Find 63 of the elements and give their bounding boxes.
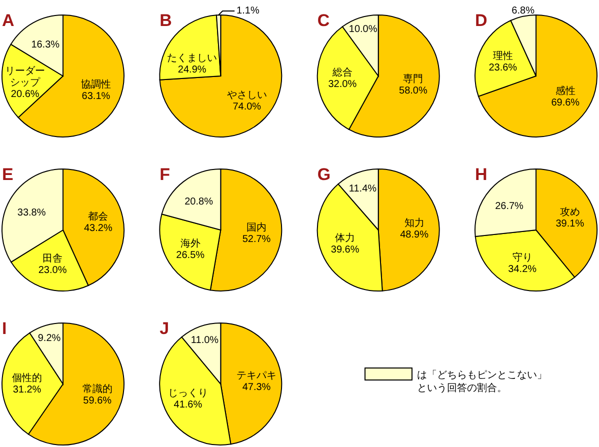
data-label: 20.8% bbox=[184, 196, 214, 207]
slice-label: 海外 bbox=[180, 237, 200, 250]
slice-label: 専門 bbox=[403, 72, 424, 85]
chart-title: G bbox=[317, 165, 331, 184]
data-label: 26.7% bbox=[495, 200, 524, 212]
slice-label: たくましい bbox=[167, 52, 218, 64]
chart-title: F bbox=[160, 165, 170, 184]
data-label: 26.5% bbox=[176, 250, 205, 261]
data-label: 9.2% bbox=[38, 332, 61, 344]
slice-label: テキパキ bbox=[236, 370, 277, 381]
slice-label: 国内 bbox=[246, 220, 267, 233]
data-label: 52.7% bbox=[242, 233, 271, 244]
slice-label: 個性的 bbox=[12, 371, 42, 384]
pie-slice bbox=[478, 14, 598, 138]
data-label: 31.2% bbox=[12, 384, 42, 395]
slice-label: 理性 bbox=[492, 50, 513, 62]
data-label: 34.2% bbox=[508, 264, 537, 275]
data-label: 11.0% bbox=[190, 334, 219, 346]
data-label: 47.3% bbox=[242, 381, 271, 392]
data-label: 48.9% bbox=[400, 229, 429, 240]
slice-label: 体力 bbox=[335, 231, 356, 244]
chart-title: J bbox=[160, 319, 170, 338]
data-label: 16.3% bbox=[31, 39, 60, 50]
slice-label: やさしい bbox=[226, 89, 267, 100]
chart-title: E bbox=[2, 165, 14, 184]
data-label: 43.2% bbox=[84, 222, 112, 234]
slice-label: 都会 bbox=[88, 210, 108, 222]
chart-title: B bbox=[160, 11, 172, 30]
data-label: 63.1% bbox=[82, 90, 110, 102]
data-label: 20.6% bbox=[10, 88, 40, 100]
slice-label: 攻め bbox=[560, 206, 580, 218]
slice-label: 総合 bbox=[331, 66, 352, 78]
data-label: 6.8% bbox=[512, 5, 535, 16]
data-label: 39.6% bbox=[330, 244, 360, 255]
slice-label: 常識的 bbox=[82, 382, 112, 394]
data-label: 24.9% bbox=[178, 64, 206, 75]
data-label: 59.6% bbox=[83, 394, 112, 406]
pie-slice bbox=[159, 14, 282, 138]
chart-title: H bbox=[475, 165, 488, 184]
chart-title: A bbox=[2, 11, 14, 30]
chart-title: D bbox=[475, 11, 488, 30]
data-label: 58.0% bbox=[399, 85, 428, 96]
chart-title: I bbox=[2, 319, 7, 338]
data-label: 23.0% bbox=[38, 264, 67, 276]
data-label: 41.6% bbox=[174, 399, 202, 410]
text: は「どちらもピンとこない」という回答の割合。 bbox=[417, 369, 547, 394]
slice-label: 知力 bbox=[404, 216, 424, 229]
data-label: 23.6% bbox=[488, 62, 518, 74]
slice-label: 守り bbox=[512, 251, 532, 264]
data-label: 10.0% bbox=[348, 24, 378, 35]
data-label: 1.1% bbox=[236, 6, 260, 17]
slice-label: 協調性 bbox=[80, 78, 111, 90]
slice-label: 田舎 bbox=[42, 252, 63, 264]
data-label: 39.1% bbox=[556, 218, 584, 230]
data-label: 33.8% bbox=[17, 206, 46, 218]
data-label: 69.6% bbox=[551, 97, 580, 108]
data-label: 32.0% bbox=[328, 78, 357, 90]
data-label: 74.0% bbox=[232, 100, 262, 112]
slice-label: リーダーシップ bbox=[5, 64, 46, 88]
data-label: 11.4% bbox=[348, 182, 377, 194]
slice-label: じっくり bbox=[168, 388, 208, 399]
chart-title: C bbox=[317, 11, 330, 30]
slice-label: 感性 bbox=[555, 84, 576, 97]
